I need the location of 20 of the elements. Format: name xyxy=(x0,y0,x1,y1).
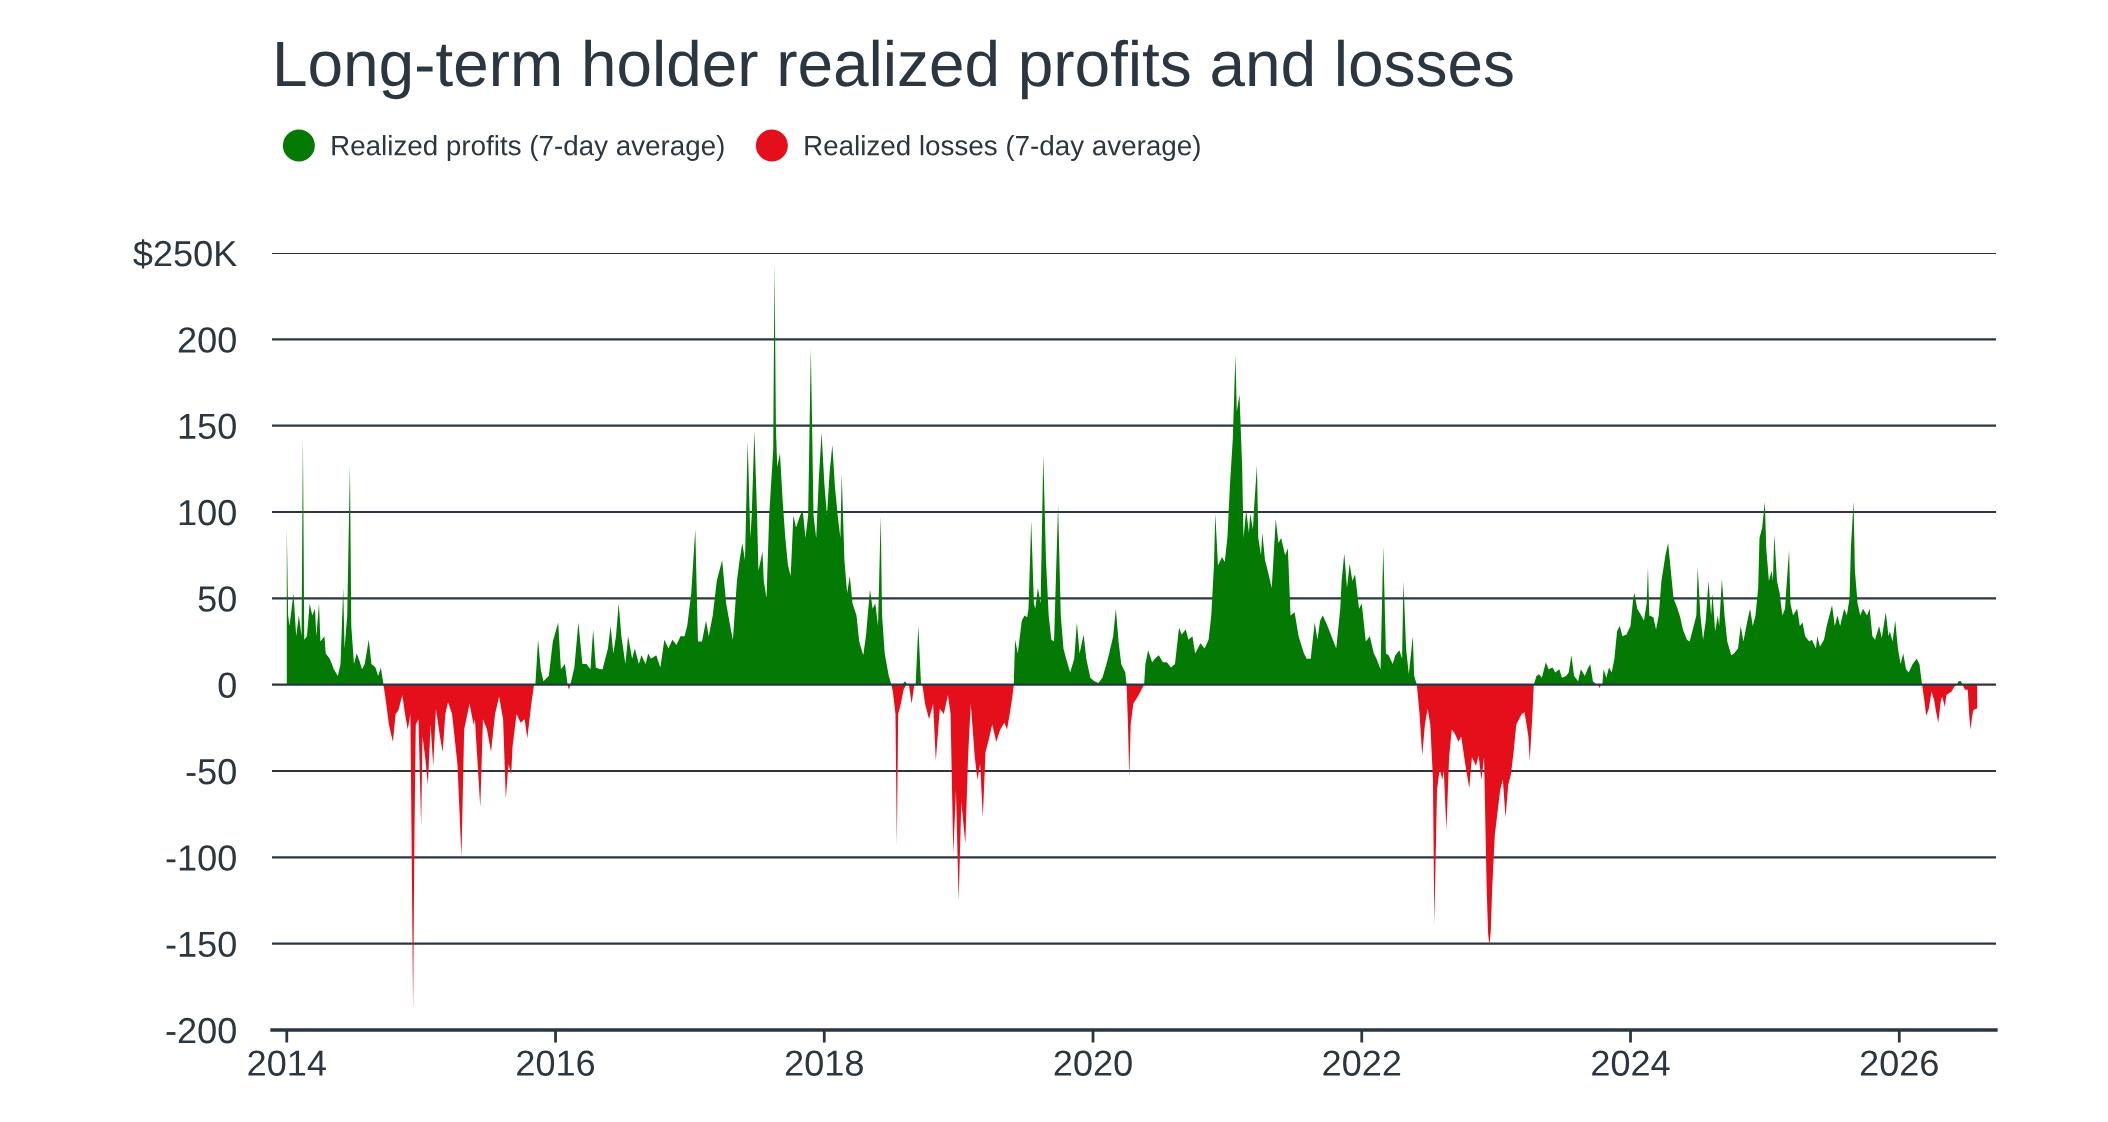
x-tick-label: 2022 xyxy=(1323,1050,1401,1076)
y-tick-label: -100 xyxy=(166,845,236,871)
x-tick-label: 2024 xyxy=(1592,1050,1670,1076)
x-tick-label: 2026 xyxy=(1860,1050,1938,1076)
y-tick-label: -50 xyxy=(186,758,236,785)
y-tick-label: -200 xyxy=(166,1017,236,1044)
x-tick-label: 2020 xyxy=(1054,1050,1132,1076)
y-tick-label: 200 xyxy=(178,327,236,353)
x-tick-label: 2016 xyxy=(517,1050,595,1076)
x-tick-label: 2018 xyxy=(785,1050,863,1076)
legend-label: Realized profits (7-day average) xyxy=(332,135,724,161)
y-tick-label: 50 xyxy=(198,586,236,612)
y-tick-label: 0 xyxy=(218,672,236,699)
y-tick-label: $250K xyxy=(133,239,237,269)
y-tick-label: -150 xyxy=(166,931,236,958)
x-tick-label: 2014 xyxy=(248,1050,326,1076)
y-tick-label: 150 xyxy=(179,413,236,440)
y-tick-label: 100 xyxy=(179,499,236,526)
chart-title: Long-term holder realized profits and losses xyxy=(277,39,1513,100)
legend-label: Realized losses (7-day average) xyxy=(805,135,1200,161)
